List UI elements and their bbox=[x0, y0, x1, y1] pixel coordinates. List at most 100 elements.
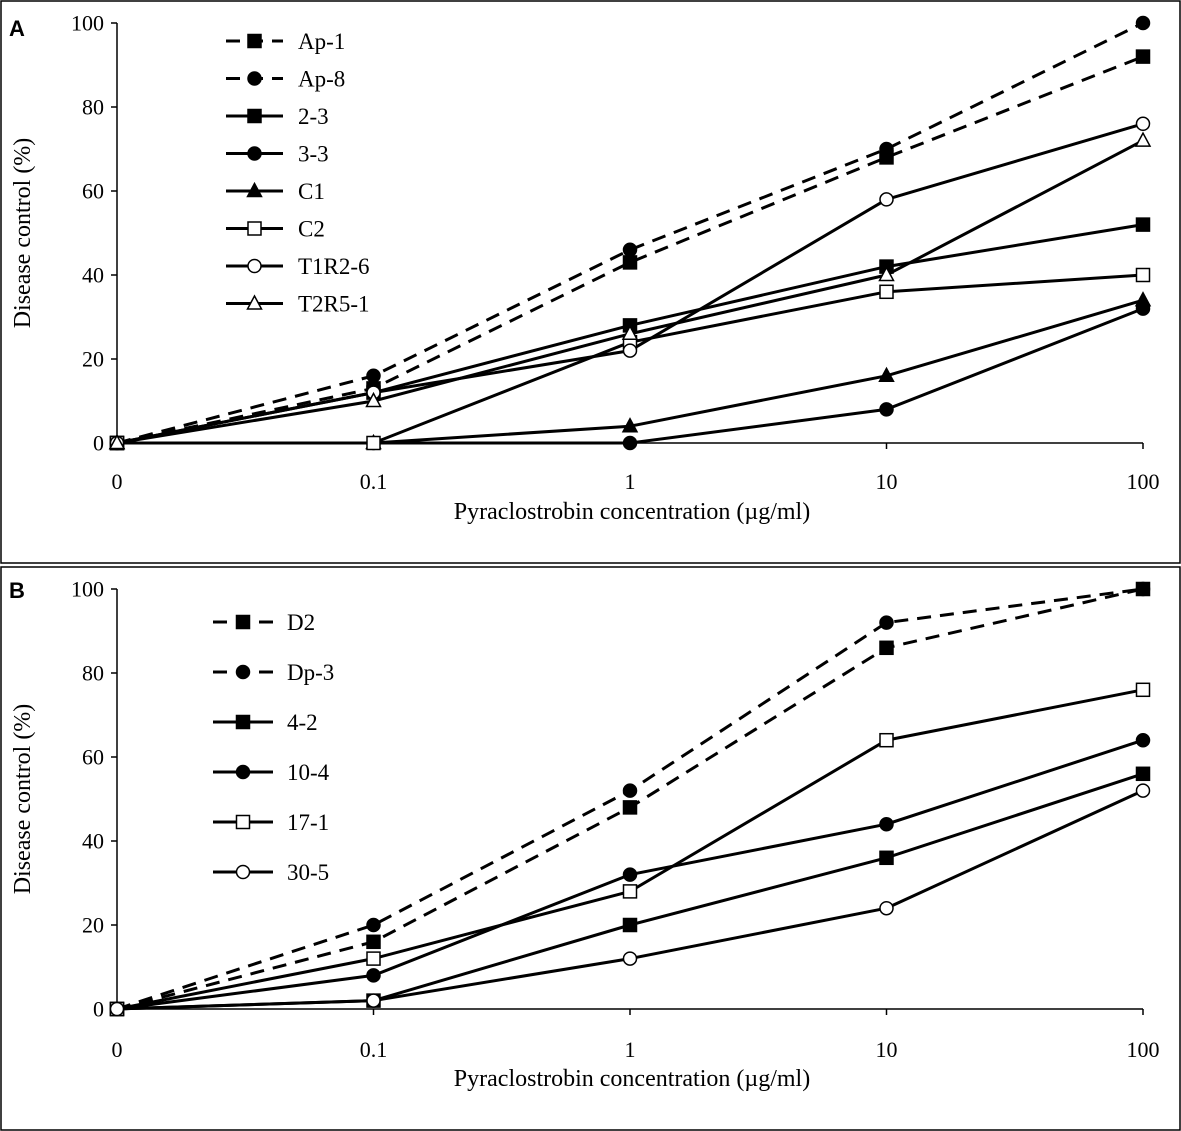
data-point-t2r5-1 bbox=[365, 391, 382, 408]
legend-label: 10-4 bbox=[287, 760, 330, 785]
data-point-17-1 bbox=[366, 951, 381, 966]
legend-label: T1R2-6 bbox=[298, 254, 370, 279]
data-point-10-4 bbox=[622, 867, 638, 882]
data-point-17-1 bbox=[879, 732, 894, 748]
data-point-c2 bbox=[366, 435, 381, 451]
x-tick-label: 100 bbox=[1127, 1037, 1160, 1062]
data-point-17-1 bbox=[622, 884, 638, 899]
data-point-dp-3 bbox=[879, 615, 894, 630]
y-tick-label: 100 bbox=[71, 11, 104, 36]
legend-marker bbox=[235, 664, 251, 680]
legend-label: Dp-3 bbox=[287, 660, 334, 685]
legend-marker bbox=[235, 814, 251, 830]
data-point-t1r2-6 bbox=[622, 343, 638, 358]
legend-label: 4-2 bbox=[287, 710, 318, 735]
x-tick-label: 0.1 bbox=[360, 1037, 388, 1062]
y-tick-label: 40 bbox=[82, 263, 104, 288]
series-line-t2r5-1 bbox=[116, 139, 1144, 445]
data-point-t2r5-1 bbox=[108, 433, 126, 450]
x-tick-label: 100 bbox=[1127, 469, 1160, 494]
panel-letter: B bbox=[9, 578, 25, 603]
data-point-10-4 bbox=[1135, 732, 1151, 748]
data-point-dp-3 bbox=[622, 783, 638, 798]
legend-label: C1 bbox=[298, 179, 325, 204]
data-point-d2 bbox=[366, 934, 381, 950]
legend-marker bbox=[246, 181, 263, 198]
data-point-d2 bbox=[622, 800, 638, 815]
x-tick-label: 0 bbox=[112, 1037, 123, 1062]
data-point-10-4 bbox=[366, 968, 381, 983]
legend-label: 17-1 bbox=[287, 810, 329, 835]
data-point-dp-3 bbox=[366, 917, 381, 933]
series-line-dp-3 bbox=[116, 587, 1144, 1011]
data-point-ap-1 bbox=[622, 255, 638, 270]
legend-marker bbox=[247, 258, 262, 274]
y-tick-label: 80 bbox=[82, 661, 104, 686]
legend: D2 Dp-3 4-2 10-4 17-1 30-5 bbox=[213, 610, 334, 885]
legend-marker bbox=[247, 108, 262, 124]
x-tick-label: 1 bbox=[625, 1037, 636, 1062]
series-line-d2 bbox=[116, 587, 1144, 1011]
data-point-3-3 bbox=[879, 402, 894, 417]
series-lines bbox=[116, 21, 1144, 445]
x-tick-label: 1 bbox=[625, 469, 636, 494]
data-point-c1 bbox=[621, 417, 639, 433]
y-tick-label: 80 bbox=[82, 95, 104, 120]
legend-marker bbox=[247, 146, 262, 161]
data-point-c2 bbox=[1135, 267, 1151, 283]
y-tick-label: 0 bbox=[93, 431, 104, 456]
y-tick-label: 60 bbox=[82, 745, 104, 770]
legend-label: T2R5-1 bbox=[298, 292, 370, 317]
legend-label: 30-5 bbox=[287, 860, 329, 885]
data-point-4-2 bbox=[879, 850, 894, 866]
data-point-c1 bbox=[878, 366, 895, 383]
series-markers bbox=[109, 581, 1151, 1017]
data-point-ap-8 bbox=[879, 141, 894, 157]
panel-letter: A bbox=[9, 16, 25, 41]
data-point-10-4 bbox=[879, 816, 894, 832]
panel-frame bbox=[0, 566, 1181, 1131]
legend-label: 3-3 bbox=[298, 142, 329, 167]
y-tick-label: 60 bbox=[82, 179, 104, 204]
y-tick-label: 20 bbox=[82, 347, 104, 372]
y-tick-label: 0 bbox=[93, 997, 104, 1022]
y-tick-label: 100 bbox=[71, 577, 104, 602]
series-lines bbox=[116, 587, 1144, 1011]
data-point-ap-8 bbox=[366, 368, 381, 384]
data-point-t1r2-6 bbox=[879, 192, 894, 207]
x-axis-title: Pyraclostrobin concentration (µg/ml) bbox=[454, 1066, 810, 1092]
data-point-c2 bbox=[879, 284, 894, 300]
legend-label: C2 bbox=[298, 217, 325, 242]
legend-marker bbox=[247, 221, 262, 236]
data-point-d2 bbox=[879, 640, 894, 656]
legend-label: Ap-1 bbox=[298, 29, 345, 54]
data-point-t2r5-1 bbox=[878, 265, 895, 282]
legend-marker bbox=[235, 714, 251, 730]
data-point-17-1 bbox=[1135, 682, 1151, 698]
x-axis-title: Pyraclostrobin concentration (µg/ml) bbox=[454, 499, 810, 525]
data-point-t2r5-1 bbox=[621, 324, 639, 341]
data-point-ap-8 bbox=[622, 242, 638, 258]
legend-marker bbox=[247, 71, 262, 86]
data-point-30-5 bbox=[1135, 783, 1151, 798]
legend-label: 2-3 bbox=[298, 104, 329, 129]
chart-panel-a: A 0 20 40 60 80 100 0 0.1 1 10 100 Pyraclostrobin co… bbox=[0, 0, 1181, 564]
x-tick-label: 10 bbox=[876, 469, 898, 494]
chart-panel-b: B 0 20 40 60 80 100 0 0.1 1 10 100 Pyraclostrobin co… bbox=[0, 566, 1181, 1131]
data-point-30-5 bbox=[622, 951, 638, 966]
y-axis-title: Disease control (%) bbox=[10, 704, 36, 895]
panel-frame bbox=[0, 0, 1181, 564]
data-point-2-3 bbox=[1135, 217, 1151, 232]
data-point-30-5 bbox=[366, 993, 381, 1008]
data-point-dp-3 bbox=[1135, 581, 1151, 597]
data-point-c1 bbox=[1134, 291, 1152, 307]
series-line-ap-1 bbox=[116, 55, 1144, 445]
x-tick-label: 10 bbox=[876, 1037, 898, 1062]
legend-marker bbox=[235, 764, 251, 780]
data-point-30-5 bbox=[879, 900, 894, 916]
series-line-ap-8 bbox=[116, 21, 1144, 445]
y-tick-label: 40 bbox=[82, 829, 104, 854]
data-point-ap-8 bbox=[1135, 15, 1151, 31]
